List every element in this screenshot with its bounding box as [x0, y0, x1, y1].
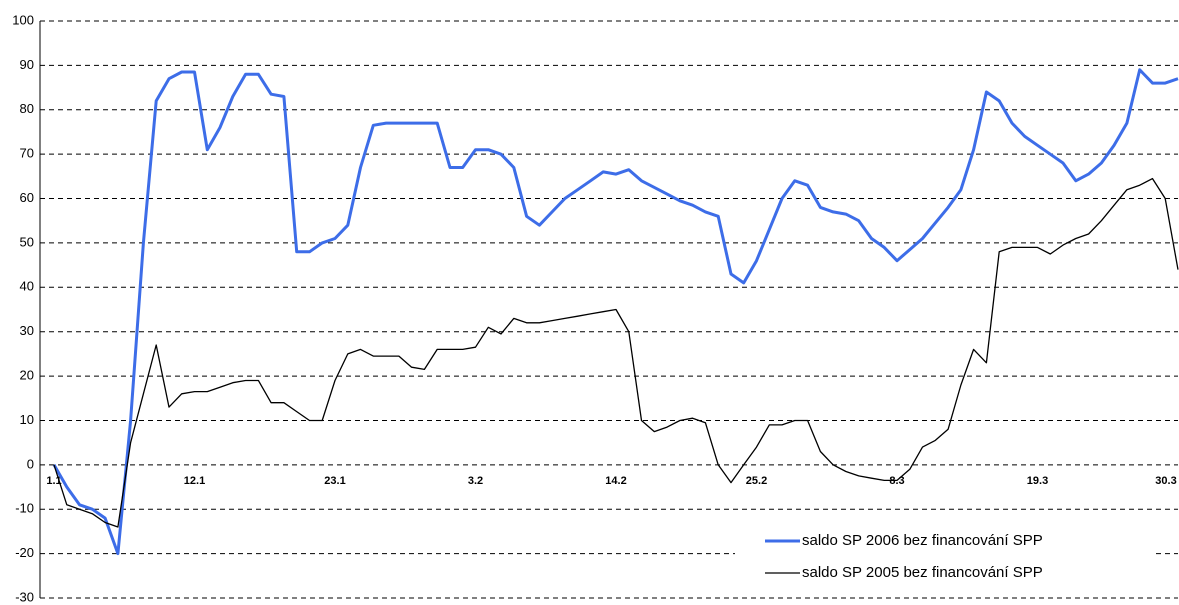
x-tick-label: 3.2 — [468, 475, 483, 487]
series-line — [53, 177, 1179, 528]
series-line — [52, 68, 1179, 556]
y-tick-label: -10 — [15, 501, 34, 516]
y-tick-label: 20 — [20, 368, 34, 383]
y-tick-label: 0 — [27, 456, 34, 471]
y-tick-label: 10 — [20, 412, 34, 427]
y-tick-label: 60 — [20, 190, 34, 205]
x-tick-label: 12.1 — [184, 475, 205, 487]
legend-label: saldo SP 2005 bez financování SPP — [802, 564, 1043, 581]
y-tick-label: 70 — [20, 146, 34, 161]
y-tick-label: 80 — [20, 101, 34, 116]
x-tick-label: 19.3 — [1027, 475, 1048, 487]
x-tick-label: 30.3 — [1155, 475, 1176, 487]
y-tick-label: 30 — [20, 323, 34, 338]
x-tick-label: 14.2 — [605, 475, 626, 487]
y-tick-label: -30 — [15, 589, 34, 604]
legend-label: saldo SP 2006 bez financování SPP — [802, 532, 1043, 549]
legend-box — [735, 525, 1155, 589]
x-tick-label: 25.2 — [746, 475, 767, 487]
y-tick-label: 90 — [20, 57, 34, 72]
y-tick-label: -20 — [15, 545, 34, 560]
y-tick-label: 40 — [20, 279, 34, 294]
x-tick-label: 23.1 — [324, 475, 345, 487]
y-tick-label: 50 — [20, 234, 34, 249]
y-tick-label: 100 — [12, 12, 34, 27]
